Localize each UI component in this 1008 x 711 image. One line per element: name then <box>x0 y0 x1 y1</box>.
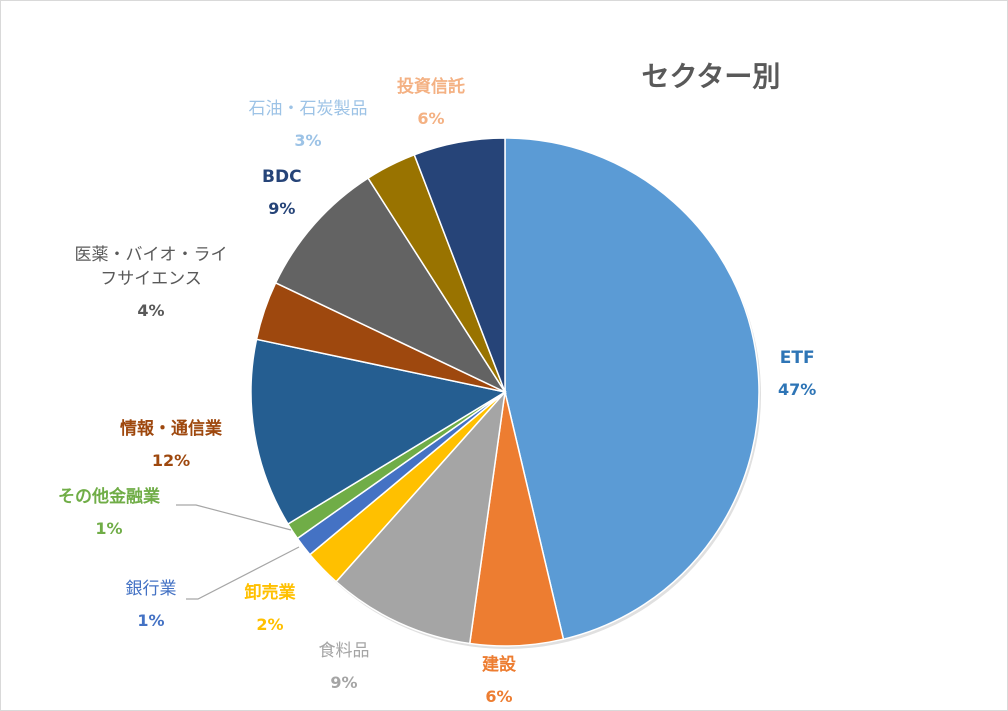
data-label-name: 建設 <box>482 655 516 675</box>
data-label-6: 情報・通信業 12% <box>120 417 222 473</box>
data-label-percent: 2% <box>256 615 284 634</box>
leader-line-4 <box>186 546 300 600</box>
data-label-name: 医薬・バイオ・ライ <box>74 245 228 265</box>
pie-slice-10 <box>413 137 506 393</box>
data-label-percent: 4% <box>137 301 165 320</box>
data-label-4: 銀行業 1% <box>126 577 177 633</box>
data-label-percent: 9% <box>268 199 296 218</box>
data-label-name: 投資信託 <box>397 77 465 97</box>
data-label-percent: 1% <box>137 611 165 630</box>
data-label-name: その他金融業 <box>58 487 160 507</box>
chart-title: セクター別 <box>641 60 781 93</box>
data-label-name: 情報・通信業 <box>120 419 222 439</box>
data-label-name: ETF <box>779 348 815 368</box>
data-label-percent: 12% <box>151 451 191 470</box>
data-label-name: フサイエンス <box>100 269 202 289</box>
data-label-5: その他金融業 1% <box>58 485 160 541</box>
data-label-name: 石油・石炭製品 <box>248 99 368 119</box>
data-label-1: 建設 6% <box>482 653 516 709</box>
pie-slice-8 <box>274 177 508 394</box>
data-label-2: 食料品 9% <box>319 639 370 695</box>
data-label-percent: 6% <box>417 109 445 128</box>
leader-line-5 <box>176 504 292 531</box>
data-label-7: 医薬・バイオ・ライ フサイエンス 4% <box>75 243 228 323</box>
data-label-name: 食料品 <box>318 641 370 661</box>
data-label-percent: 1% <box>95 519 123 538</box>
data-label-0: ETF 47% <box>778 346 816 402</box>
pie-slice-2 <box>335 389 507 645</box>
data-label-percent: 3% <box>294 131 322 150</box>
data-label-percent: 47% <box>778 380 817 399</box>
pie-slice-6 <box>250 338 508 525</box>
data-label-percent: 6% <box>485 687 513 706</box>
data-label-name: 卸売業 <box>244 583 296 603</box>
data-label-10: 投資信託 6% <box>397 75 465 131</box>
data-label-9: 石油・石炭製品 3% <box>249 97 368 153</box>
data-label-name: BDC <box>262 167 302 187</box>
data-label-percent: 9% <box>330 673 358 692</box>
data-label-8: BDC 9% <box>262 165 302 221</box>
data-label-3: 卸売業 2% <box>245 581 296 637</box>
pie-slice-0 <box>504 137 760 641</box>
data-label-name: 銀行業 <box>125 579 177 599</box>
